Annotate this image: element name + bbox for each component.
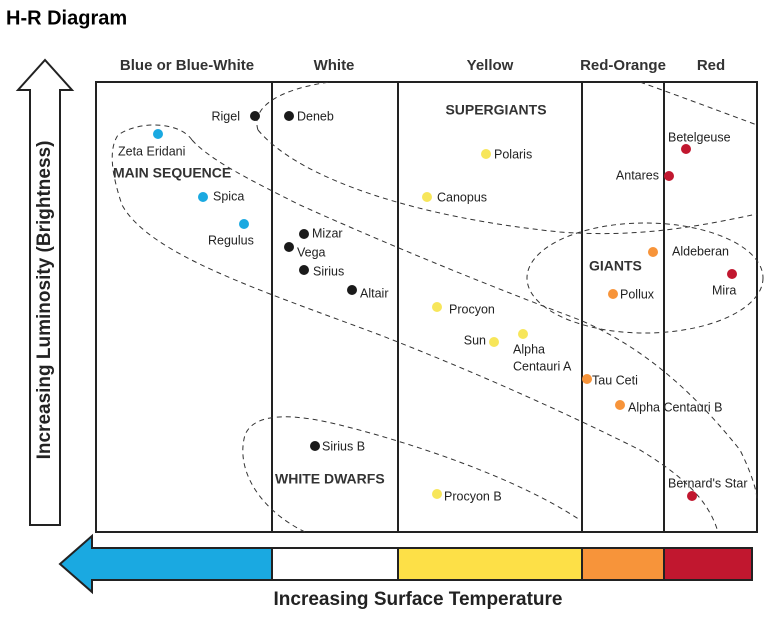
star-dot	[299, 265, 309, 275]
star-dot	[582, 374, 592, 384]
star-label: Zeta Eridani	[118, 144, 185, 158]
star-label: Polaris	[494, 147, 532, 161]
star-label: Antares	[616, 168, 659, 182]
star-dot	[518, 329, 528, 339]
column-dividers	[271, 82, 665, 532]
star-label: Aldeberan	[672, 244, 729, 258]
title: H-R Diagram	[6, 7, 127, 29]
star-dot	[664, 171, 674, 181]
star-dot	[310, 441, 320, 451]
star-dot	[432, 302, 442, 312]
region-label: WHITE DWARFS	[275, 471, 385, 487]
star-dot	[198, 192, 208, 202]
star-label: Regulus	[208, 233, 254, 247]
diagram-frame	[95, 81, 758, 533]
region-label: MAIN SEQUENCE	[113, 165, 231, 181]
star-dot	[489, 337, 499, 347]
star-dot	[284, 242, 294, 252]
star-label: Spica	[213, 189, 244, 203]
star-dot	[299, 229, 309, 239]
star-label: Mizar	[312, 226, 343, 240]
star-label: Tau Ceti	[592, 373, 638, 387]
column-header: White	[314, 57, 355, 74]
star-label: Rigel	[212, 109, 241, 123]
star-label: Pollux	[620, 287, 655, 301]
star-label: Alpha	[513, 342, 545, 356]
star-dot	[727, 269, 737, 279]
star-dot	[422, 192, 432, 202]
temperature-bar	[58, 533, 753, 595]
luminosity-arrow	[15, 58, 75, 526]
star-label: Betelgeuse	[668, 130, 731, 144]
star-dot	[608, 289, 618, 299]
star-label: Sirius	[313, 264, 344, 278]
star-dot	[681, 144, 691, 154]
star-label: Procyon	[449, 302, 495, 316]
column-header: Yellow	[467, 57, 514, 74]
y-axis-label: Increasing Luminosity (Brightness)	[34, 141, 55, 460]
star-dot	[239, 219, 249, 229]
region-outlines	[111, 81, 764, 533]
star-dot	[432, 489, 442, 499]
star-label: Canopus	[437, 190, 487, 204]
star-label: Deneb	[297, 109, 334, 123]
star-label: Vega	[297, 245, 326, 259]
star-label: Altair	[360, 286, 388, 300]
star-dot	[250, 111, 260, 121]
star-label: Sirius B	[322, 439, 365, 453]
star-dot	[615, 400, 625, 410]
star-label: Sun	[464, 333, 486, 347]
star-dot	[481, 149, 491, 159]
column-header: Red-Orange	[580, 57, 666, 74]
star-label: Bernard's Star	[668, 476, 748, 490]
star-dot	[687, 491, 697, 501]
star-dot	[284, 111, 294, 121]
star-dot	[153, 129, 163, 139]
region-label: SUPERGIANTS	[445, 102, 546, 118]
star-dot	[347, 285, 357, 295]
star-label: Procyon B	[444, 489, 502, 503]
region-label: GIANTS	[589, 258, 642, 274]
star-label: Centauri A	[513, 359, 572, 373]
star-label: Mira	[712, 283, 736, 297]
x-axis-label: Increasing Surface Temperature	[274, 589, 563, 610]
column-header: Blue or Blue-White	[120, 57, 254, 74]
column-header: Red	[697, 57, 725, 74]
star-label: Alpha Centauri B	[628, 400, 723, 414]
star-dot	[648, 247, 658, 257]
